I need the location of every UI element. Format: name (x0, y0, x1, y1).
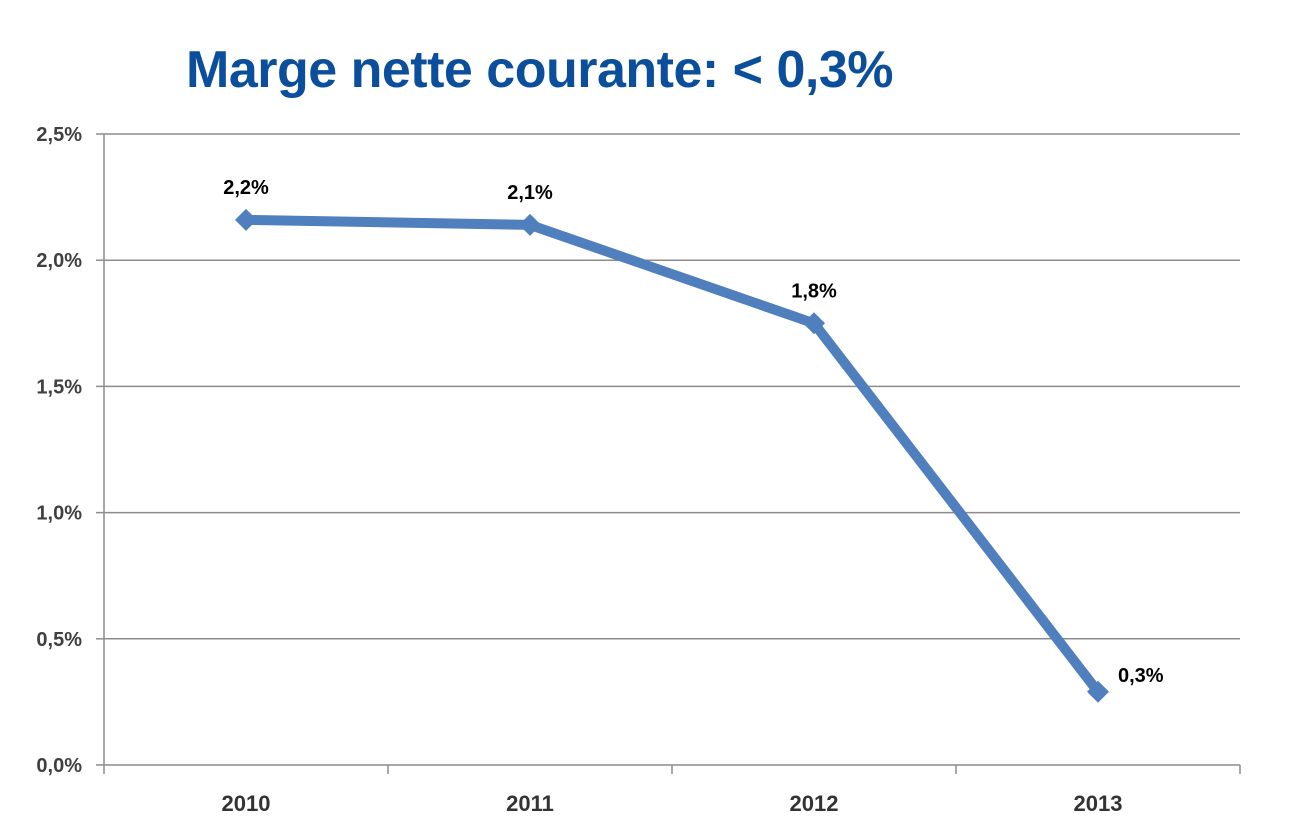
chart-title: Marge nette courante: < 0,3% (186, 41, 894, 99)
data-label: 2,2% (223, 177, 269, 199)
x-tick-label: 2011 (506, 791, 554, 816)
series-line-layer (241, 214, 1103, 697)
y-tick-label: 1,5% (36, 376, 82, 398)
series-markers (235, 208, 1109, 703)
x-tick-label: 2012 (790, 791, 839, 816)
series-line (241, 214, 1103, 697)
x-tick-labels: 2010 2011 2012 2013 (222, 791, 1123, 816)
data-point-marker (519, 213, 541, 236)
data-label: 1,8% (791, 280, 837, 302)
data-labels: 2,2% 2,1% 1,8% 0,3% (223, 177, 1164, 687)
data-point-marker (803, 312, 825, 335)
y-tick-label: 0,0% (36, 755, 82, 777)
data-point-marker (235, 208, 257, 231)
data-label: 2,1% (507, 182, 553, 204)
x-tick-label: 2010 (222, 791, 271, 816)
y-tick-labels: 0,0% 0,5% 1,0% 1,5% 2,0% 2,5% (36, 124, 82, 777)
y-tick-label: 2,5% (36, 124, 82, 146)
grid-lines (104, 133, 1240, 640)
x-tick-label: 2013 (1074, 791, 1123, 816)
data-label: 0,3% (1118, 665, 1164, 687)
data-point-marker (1087, 680, 1109, 703)
y-tick-label: 2,0% (36, 250, 82, 272)
axes (96, 133, 1241, 774)
y-tick-label: 0,5% (36, 629, 82, 651)
y-tick-label: 1,0% (36, 503, 82, 525)
